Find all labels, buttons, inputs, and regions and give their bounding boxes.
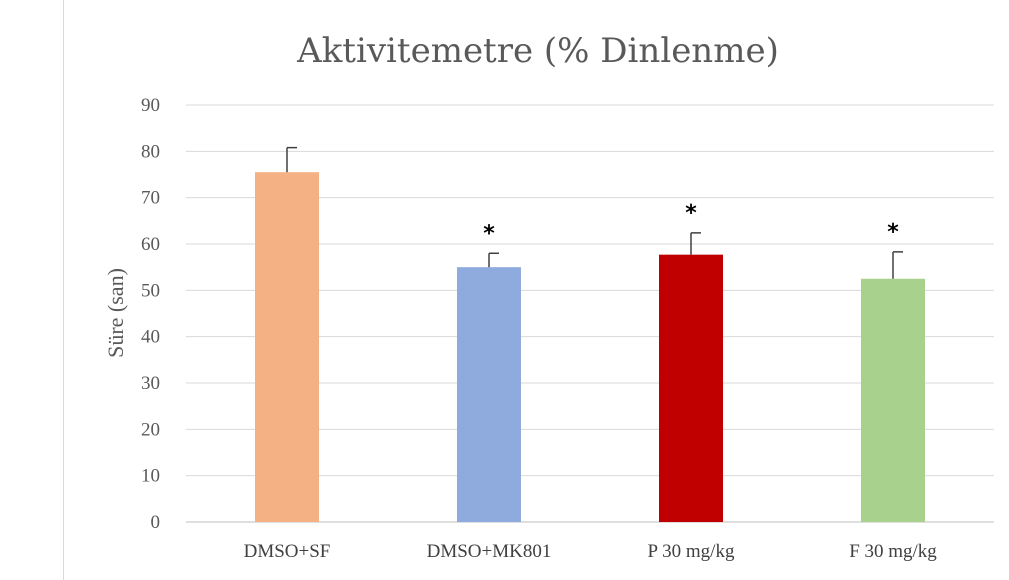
- y-axis-label: Süre (san): [103, 268, 128, 358]
- significance-marker: *: [483, 221, 495, 246]
- y-tick-label: 80: [141, 141, 160, 162]
- y-tick-label: 60: [141, 234, 160, 255]
- y-tick-label: 20: [141, 419, 160, 440]
- category-label: F 30 mg/kg: [849, 541, 937, 562]
- labels: 0 10 20 30 40 50 60 70 80 90 DMSO+SF DMSO+MK801 * P 3…: [141, 95, 937, 562]
- y-tick-label: 40: [141, 327, 160, 348]
- bar-1: [255, 172, 319, 522]
- y-tick-label: 30: [141, 373, 160, 394]
- category-label: P 30 mg/kg: [648, 541, 735, 562]
- gridlines: [186, 104, 994, 523]
- y-tick-label: 70: [141, 188, 160, 209]
- bar-2: [457, 267, 521, 522]
- category-label: DMSO+MK801: [427, 541, 552, 562]
- chart-title: Aktivitemetre (% Dinlenme): [296, 31, 779, 71]
- y-tick-label: 10: [141, 466, 160, 487]
- significance-marker: *: [685, 201, 697, 226]
- bars: [255, 146, 925, 522]
- y-tick-label: 0: [151, 512, 161, 533]
- bar-4: [861, 278, 925, 522]
- significance-marker: *: [887, 220, 899, 245]
- bar-3: [659, 254, 723, 522]
- y-tick-label: 90: [141, 95, 160, 116]
- category-label: DMSO+SF: [244, 541, 331, 562]
- y-tick-label: 50: [141, 280, 160, 301]
